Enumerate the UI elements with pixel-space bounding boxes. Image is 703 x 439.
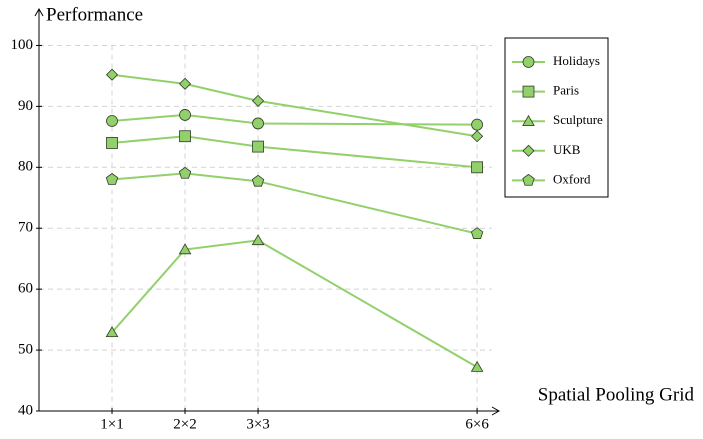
legend-label: Sculpture: [553, 112, 603, 127]
y-tick-label: 60: [18, 281, 33, 297]
marker: [252, 140, 264, 153]
y-axis-arrow: [34, 7, 44, 17]
legend-marker: [522, 85, 535, 98]
legend-label: UKB: [553, 142, 581, 157]
x-tick-label: 3×3: [246, 416, 269, 432]
marker: [179, 130, 191, 143]
y-tick-label: 80: [18, 159, 33, 175]
marker: [106, 137, 118, 149]
marker: [470, 360, 484, 372]
legend-box: [504, 37, 609, 198]
y-tick-label: 90: [18, 98, 33, 114]
marker: [252, 117, 264, 130]
x-axis-label: Spatial Pooling Grid: [538, 384, 695, 405]
legend-label: Paris: [553, 83, 579, 98]
marker: [105, 326, 119, 338]
marker: [471, 118, 483, 131]
marker: [470, 227, 484, 239]
x-axis-arrow: [491, 406, 501, 416]
marker: [178, 77, 192, 90]
marker: [471, 130, 484, 143]
series-line: [111, 113, 478, 126]
x-tick-label: 6×6: [465, 416, 489, 432]
marker: [106, 115, 118, 127]
legend-marker: [522, 173, 535, 186]
marker: [251, 94, 265, 107]
legend-label: Holidays: [553, 53, 600, 68]
series-line: [111, 239, 478, 369]
series-line: [111, 135, 478, 169]
marker: [105, 172, 119, 185]
series-line: [111, 172, 478, 235]
marker: [105, 68, 119, 81]
legend-marker: [522, 144, 535, 157]
marker: [178, 166, 192, 179]
y-tick-label: 50: [18, 342, 33, 358]
legend-marker: [522, 114, 535, 126]
marker: [471, 161, 483, 174]
marker: [251, 174, 265, 187]
marker: [178, 243, 192, 255]
legend-marker: [522, 56, 535, 68]
legend-label: Oxford: [553, 171, 591, 186]
marker: [251, 234, 265, 246]
y-tick-label: 70: [18, 220, 33, 236]
y-axis-label: Performance: [46, 4, 143, 25]
marker: [179, 109, 191, 121]
y-tick-label: 100: [11, 37, 34, 53]
y-tick-label: 40: [18, 402, 33, 418]
x-tick-label: 1×1: [100, 416, 123, 432]
series-line: [111, 73, 478, 138]
x-tick-label: 2×2: [173, 416, 196, 432]
